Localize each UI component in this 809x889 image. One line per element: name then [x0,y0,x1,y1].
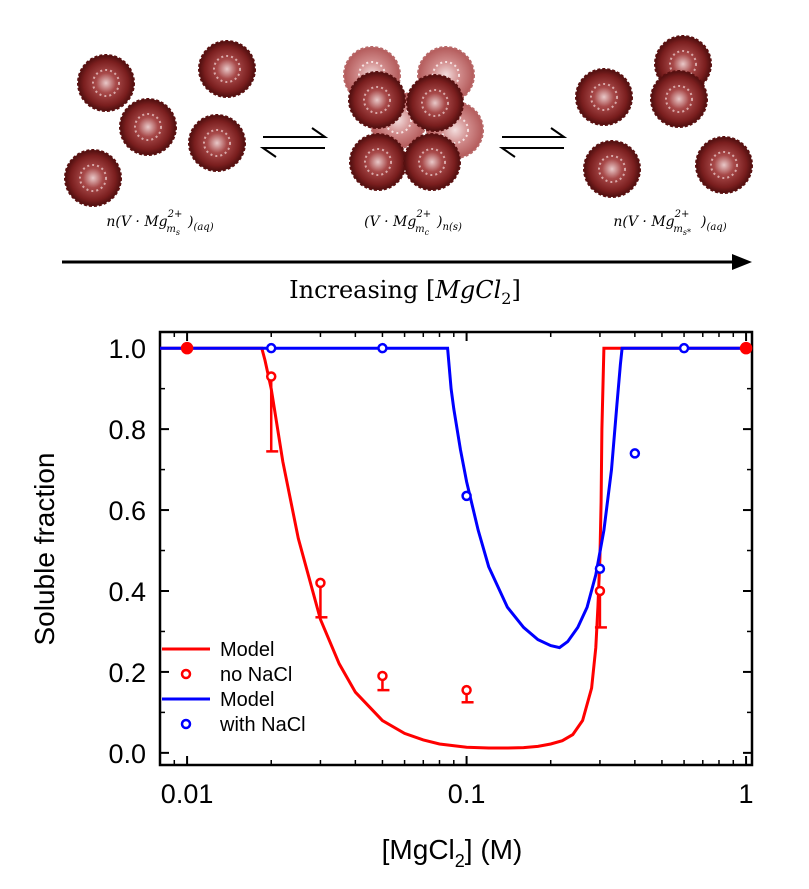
free-particle-2 [198,40,256,98]
free-particle-4-core [203,129,231,157]
series-3-point [265,342,277,354]
resolubilized-particle-2 [575,68,633,126]
y-tick-label: 0.8 [108,415,146,445]
series-3-point [461,490,472,502]
state-label-aggregate: (V · Mg2+ mc)n(s) [364,209,462,237]
aggregation-scheme: n(V · Mg2+ ms)(aq) (V · Mg2+ mc)n(s) n(V ·… [62,35,753,308]
free-particle-2-core [213,55,241,83]
series-1-point [461,684,472,696]
legend-label: no NaCl [220,664,292,686]
state-label-soluble-initial: n(V · Mg2+ ms)(aq) [106,209,213,237]
series-1-point [594,585,606,597]
free-particle-1 [77,54,135,112]
aggregate-particle-4 [403,133,461,191]
legend-label: Model [220,639,274,661]
y-axis-label: Soluble fraction [29,452,60,645]
aggregate-particle-1-core [363,86,391,114]
x-axis-label: [MgCl2] (M) [382,834,523,871]
equilibrium-arrow-left [259,127,329,158]
aggregate-particle-1 [348,71,406,129]
aggregate-particle-2-core [421,89,449,117]
free-particle-5 [64,149,122,207]
state-label-soluble-resolubilized: n(V · Mg2+ ms*)(aq) [613,209,726,237]
aggregate-particle-3-core [364,148,392,176]
resolubilized-particle-3-core [665,85,693,113]
series-3-point [594,563,606,574]
increasing-concentration-label: Increasing [MgCl2] [289,276,521,308]
soluble-fraction-chart: 0.0 0.2 0.4 0.6 0.8 1.0 0.01 0.1 1 Model no NaCl Mo… [29,330,754,871]
aggregate-particle-2 [406,74,464,132]
series-1-point [180,341,194,355]
plot-frame [158,330,754,767]
series-0-model-line [160,346,747,750]
free-particle-3-core [134,113,162,141]
x-tick-label: 0.01 [161,779,214,809]
series-1-point [315,577,326,589]
y-tick-label: 0.0 [108,739,146,769]
free-particle-4 [188,114,246,172]
y-tick-label: 0.6 [108,496,146,526]
equilibrium-arrow-right [498,127,568,158]
series-1-point [739,341,753,355]
y-axis-title: Soluble fraction [29,452,60,645]
resolubilized-particle-3 [650,70,708,128]
series-1-point [265,371,277,382]
free-particle-5-core [79,164,107,192]
increasing-concentration-arrow [62,254,752,270]
series-1-point [377,670,388,682]
series-2-model-line [160,346,747,650]
resolubilized-particle-4-core [598,155,626,183]
legend-label: Model [220,689,274,711]
resolubilized-particle-4 [583,140,641,198]
aggregate-particle-4-core [418,148,446,176]
resolubilized-particle-5-core [710,151,738,179]
x-tick-label: 0.1 [448,779,486,809]
y-tick-label: 1.0 [108,334,146,364]
aggregate-particle-3 [349,133,407,191]
legend-label: with NaCl [219,714,306,736]
free-particle-3 [119,98,177,156]
series-3-point [678,342,690,354]
y-tick-label: 0.2 [108,658,146,688]
series-3-point [629,448,641,459]
resolubilized-particle-2-core [590,83,618,111]
free-particle-1-core [92,69,120,97]
x-tick-label: 1 [739,779,754,809]
legend-marker-swatch [180,668,192,680]
y-tick-label: 0.4 [108,577,146,607]
series-3-point [377,342,388,354]
legend-marker-swatch [180,718,192,730]
resolubilized-particle-5 [695,136,753,194]
